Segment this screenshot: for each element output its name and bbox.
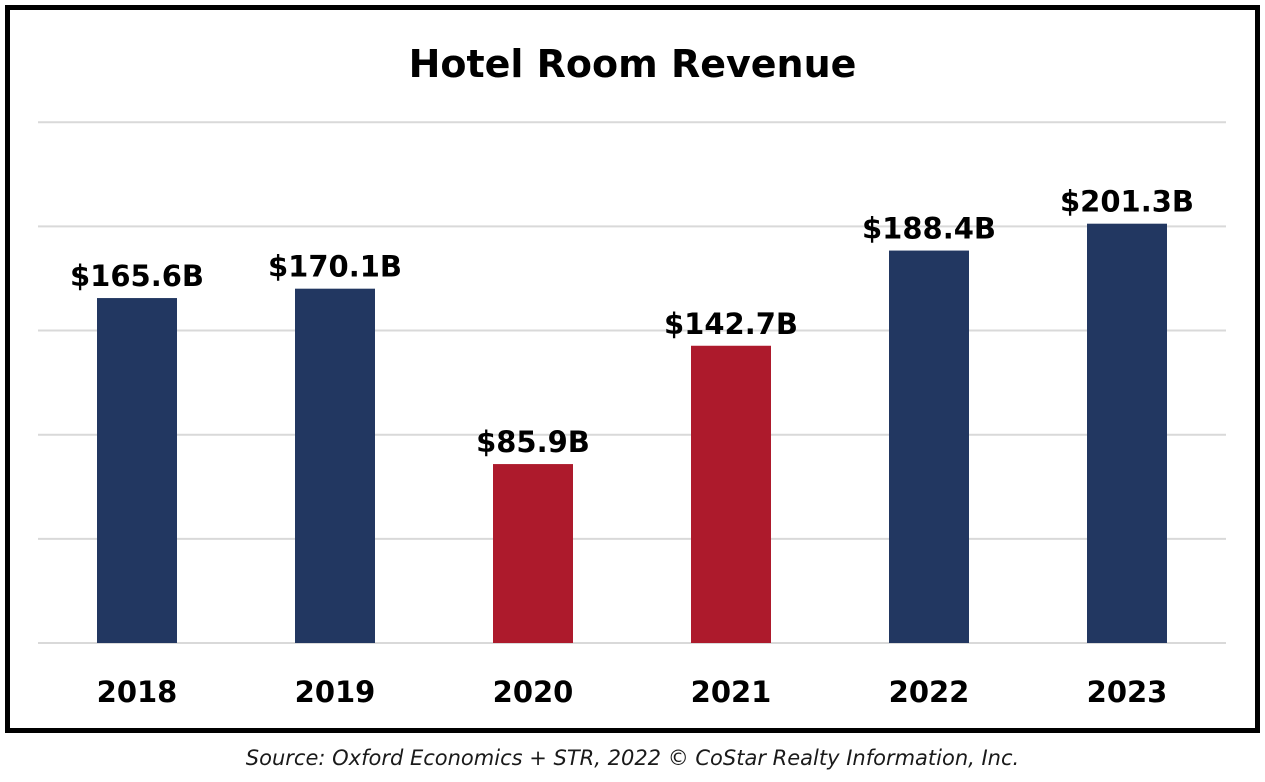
bar-2021 [691, 345, 771, 643]
data-label-2019: $170.1B [268, 250, 402, 284]
data-label-2020: $85.9B [476, 425, 590, 459]
chart-frame: Hotel Room Revenue [5, 5, 1260, 733]
bar-2018 [97, 298, 177, 643]
bar-2020 [493, 464, 573, 643]
x-tick-label-2019: 2019 [295, 675, 376, 709]
data-label-2021: $142.7B [664, 307, 798, 341]
chart-title: Hotel Room Revenue [408, 42, 857, 86]
x-tick-label-2023: 2023 [1087, 675, 1168, 709]
x-tick-label-2020: 2020 [493, 675, 574, 709]
source-note: Source: Oxford Economics + STR, 2022 © C… [245, 746, 1020, 770]
x-tick-label-2018: 2018 [97, 675, 178, 709]
bar-2023 [1087, 223, 1167, 644]
bar-2019 [295, 288, 375, 643]
bar-2022 [889, 250, 969, 643]
data-label-2022: $188.4B [862, 212, 996, 246]
x-tick-label-2021: 2021 [691, 675, 772, 709]
data-label-2023: $201.3B [1060, 185, 1194, 219]
data-label-2018: $165.6B [70, 259, 204, 293]
x-tick-label-2022: 2022 [889, 675, 970, 709]
